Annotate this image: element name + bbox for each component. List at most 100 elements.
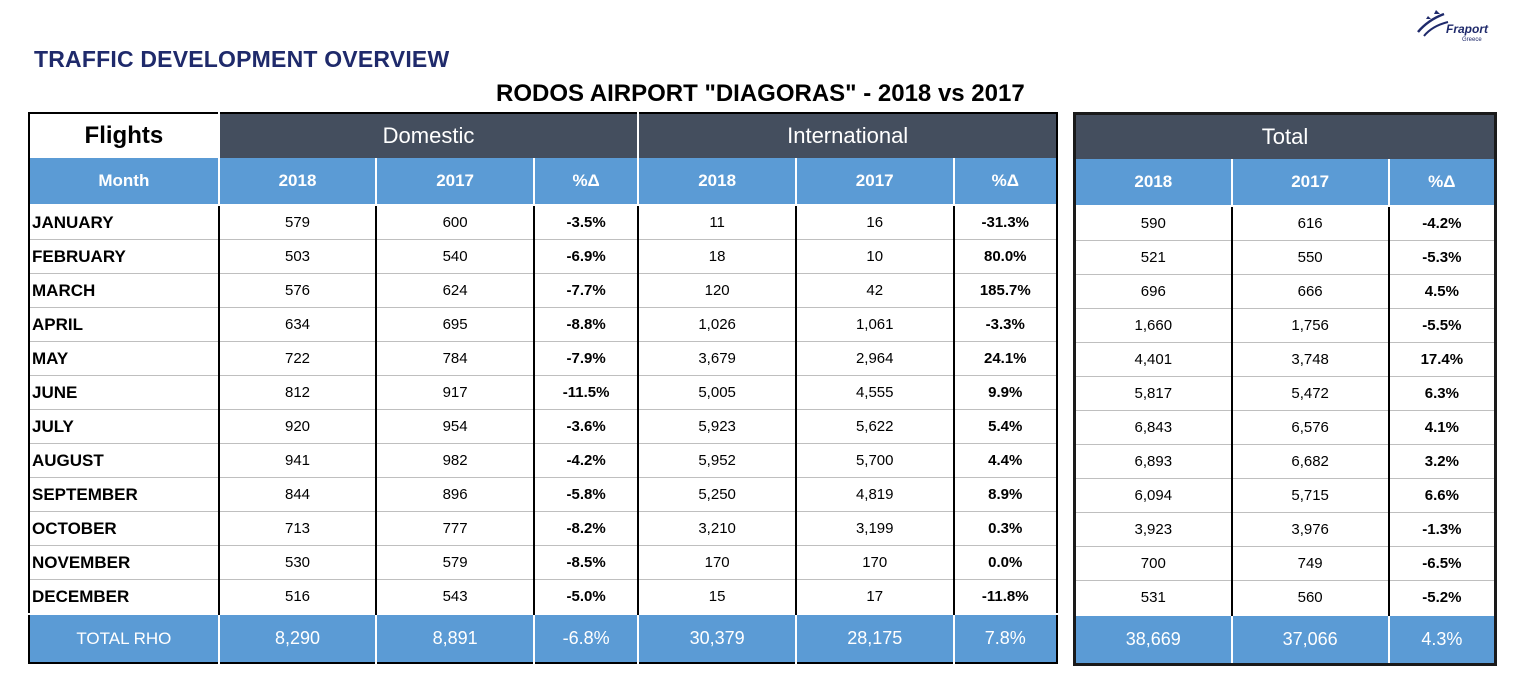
table-row: MARCH 576 624 -7.7% 120 42 185.7% <box>29 273 1057 308</box>
total-change-cell: 4.1% <box>1387 410 1496 445</box>
international-change-cell: 0.0% <box>952 545 1057 580</box>
domestic-2017-cell: 600 <box>375 206 534 240</box>
total-2018-cell: 590 <box>1074 207 1232 241</box>
international-2017-cell: 5,700 <box>794 443 954 478</box>
total-2018-cell: 6,094 <box>1074 478 1232 513</box>
group-header-row: Flights Domestic International <box>29 113 1057 158</box>
total-group-header-row: Total <box>1074 113 1496 159</box>
domestic-2018-cell: 503 <box>217 239 377 274</box>
total-2017-cell: 5,472 <box>1230 376 1389 411</box>
international-2017-total: 28,175 <box>794 613 954 663</box>
domestic-change-cell: -5.0% <box>532 579 639 615</box>
international-2017-header: 2017 <box>794 158 954 204</box>
table-row: OCTOBER 713 777 -8.2% 3,210 3,199 0.3% <box>29 511 1057 546</box>
table-row: DECEMBER 516 543 -5.0% 15 17 -11.8% <box>29 579 1057 615</box>
totals-row: TOTAL RHO 8,290 8,891 -6.8% 30,379 28,175 7.8% <box>29 613 1057 663</box>
international-2018-cell: 3,210 <box>637 511 796 546</box>
table-row: SEPTEMBER 844 896 -5.8% 5,250 4,819 8.9% <box>29 477 1057 512</box>
domestic-2017-cell: 784 <box>375 341 534 376</box>
sub-header-row: Month 2018 2017 %Δ 2018 2017 %Δ <box>29 158 1057 204</box>
total-2017-cell: 749 <box>1230 546 1389 581</box>
international-2018-cell: 15 <box>637 579 796 615</box>
domestic-2018-cell: 579 <box>217 206 377 240</box>
international-change-cell: -11.8% <box>952 579 1057 615</box>
international-2017-cell: 42 <box>794 273 954 308</box>
domestic-2018-cell: 941 <box>217 443 377 478</box>
table-row: 5,817 5,472 6.3% <box>1074 376 1496 411</box>
international-2018-cell: 120 <box>637 273 796 308</box>
domestic-2017-cell: 917 <box>375 375 534 410</box>
total-2017-cell: 5,715 <box>1230 478 1389 513</box>
international-change-cell: -31.3% <box>952 206 1057 240</box>
domestic-change-cell: -6.9% <box>532 239 639 274</box>
international-2017-cell: 16 <box>794 206 954 240</box>
fraport-logo: Fraport Greece <box>1414 6 1510 50</box>
total-2018-header: 2018 <box>1074 159 1232 205</box>
international-change-header: %Δ <box>952 158 1057 204</box>
flights-table-total: Total 2018 2017 %Δ 590 616 -4.2% 521 550 -5.3… <box>1073 112 1497 666</box>
table-row: 521 550 -5.3% <box>1074 240 1496 275</box>
table-row: FEBRUARY 503 540 -6.9% 18 10 80.0% <box>29 239 1057 274</box>
total-sub-header-row: 2018 2017 %Δ <box>1074 159 1496 205</box>
domestic-2017-cell: 982 <box>375 443 534 478</box>
international-change-cell: 185.7% <box>952 273 1057 308</box>
table-row: MAY 722 784 -7.9% 3,679 2,964 24.1% <box>29 341 1057 376</box>
table-row: JUNE 812 917 -11.5% 5,005 4,555 9.9% <box>29 375 1057 410</box>
total-2017-total: 37,066 <box>1230 614 1389 665</box>
domestic-2018-cell: 634 <box>217 307 377 342</box>
international-change-cell: 8.9% <box>952 477 1057 512</box>
international-2017-cell: 1,061 <box>794 307 954 342</box>
table-row: 700 749 -6.5% <box>1074 546 1496 581</box>
domestic-2018-header: 2018 <box>217 158 377 204</box>
domestic-change-total: -6.8% <box>532 613 639 663</box>
domestic-change-cell: -7.9% <box>532 341 639 376</box>
total-2017-cell: 6,682 <box>1230 444 1389 479</box>
month-cell: APRIL <box>29 307 219 342</box>
spacer-cell <box>29 204 1057 206</box>
month-cell: AUGUST <box>29 443 219 478</box>
international-2017-cell: 4,555 <box>794 375 954 410</box>
month-cell: OCTOBER <box>29 511 219 546</box>
total-change-cell: 6.3% <box>1387 376 1496 411</box>
international-2018-total: 30,379 <box>637 613 796 663</box>
international-2017-cell: 2,964 <box>794 341 954 376</box>
table-row: APRIL 634 695 -8.8% 1,026 1,061 -3.3% <box>29 307 1057 342</box>
table-row: JANUARY 579 600 -3.5% 11 16 -31.3% <box>29 206 1057 240</box>
domestic-2018-cell: 844 <box>217 477 377 512</box>
month-cell: MAY <box>29 341 219 376</box>
total-2017-cell: 560 <box>1230 580 1389 616</box>
domestic-2017-cell: 540 <box>375 239 534 274</box>
international-change-cell: 80.0% <box>952 239 1057 274</box>
total-2017-cell: 6,576 <box>1230 410 1389 445</box>
table-row: 590 616 -4.2% <box>1074 207 1496 241</box>
table-row: NOVEMBER 530 579 -8.5% 170 170 0.0% <box>29 545 1057 580</box>
total-2017-cell: 1,756 <box>1230 308 1389 343</box>
domestic-group-header: Domestic <box>217 113 639 158</box>
international-2017-cell: 170 <box>794 545 954 580</box>
month-cell: JANUARY <box>29 206 219 240</box>
domestic-change-cell: -5.8% <box>532 477 639 512</box>
international-2018-cell: 1,026 <box>637 307 796 342</box>
total-2018-cell: 4,401 <box>1074 342 1232 377</box>
total-change-cell: -1.3% <box>1387 512 1496 547</box>
domestic-2018-total: 8,290 <box>217 613 377 663</box>
international-change-cell: -3.3% <box>952 307 1057 342</box>
total-2018-cell: 696 <box>1074 274 1232 309</box>
month-cell: SEPTEMBER <box>29 477 219 512</box>
total-change-cell: 3.2% <box>1387 444 1496 479</box>
domestic-change-cell: -3.6% <box>532 409 639 444</box>
total-change-cell: 17.4% <box>1387 342 1496 377</box>
domestic-2017-cell: 543 <box>375 579 534 615</box>
spacer-row <box>1074 205 1496 207</box>
total-2018-cell: 531 <box>1074 580 1232 616</box>
domestic-2018-cell: 530 <box>217 545 377 580</box>
totals-label: TOTAL RHO <box>29 613 219 663</box>
total-2018-cell: 6,843 <box>1074 410 1232 445</box>
domestic-2017-cell: 777 <box>375 511 534 546</box>
international-2018-cell: 5,923 <box>637 409 796 444</box>
total-change-header: %Δ <box>1387 159 1496 205</box>
domestic-2018-cell: 713 <box>217 511 377 546</box>
total-2017-cell: 3,976 <box>1230 512 1389 547</box>
total-change-cell: -5.3% <box>1387 240 1496 275</box>
international-2018-cell: 5,250 <box>637 477 796 512</box>
